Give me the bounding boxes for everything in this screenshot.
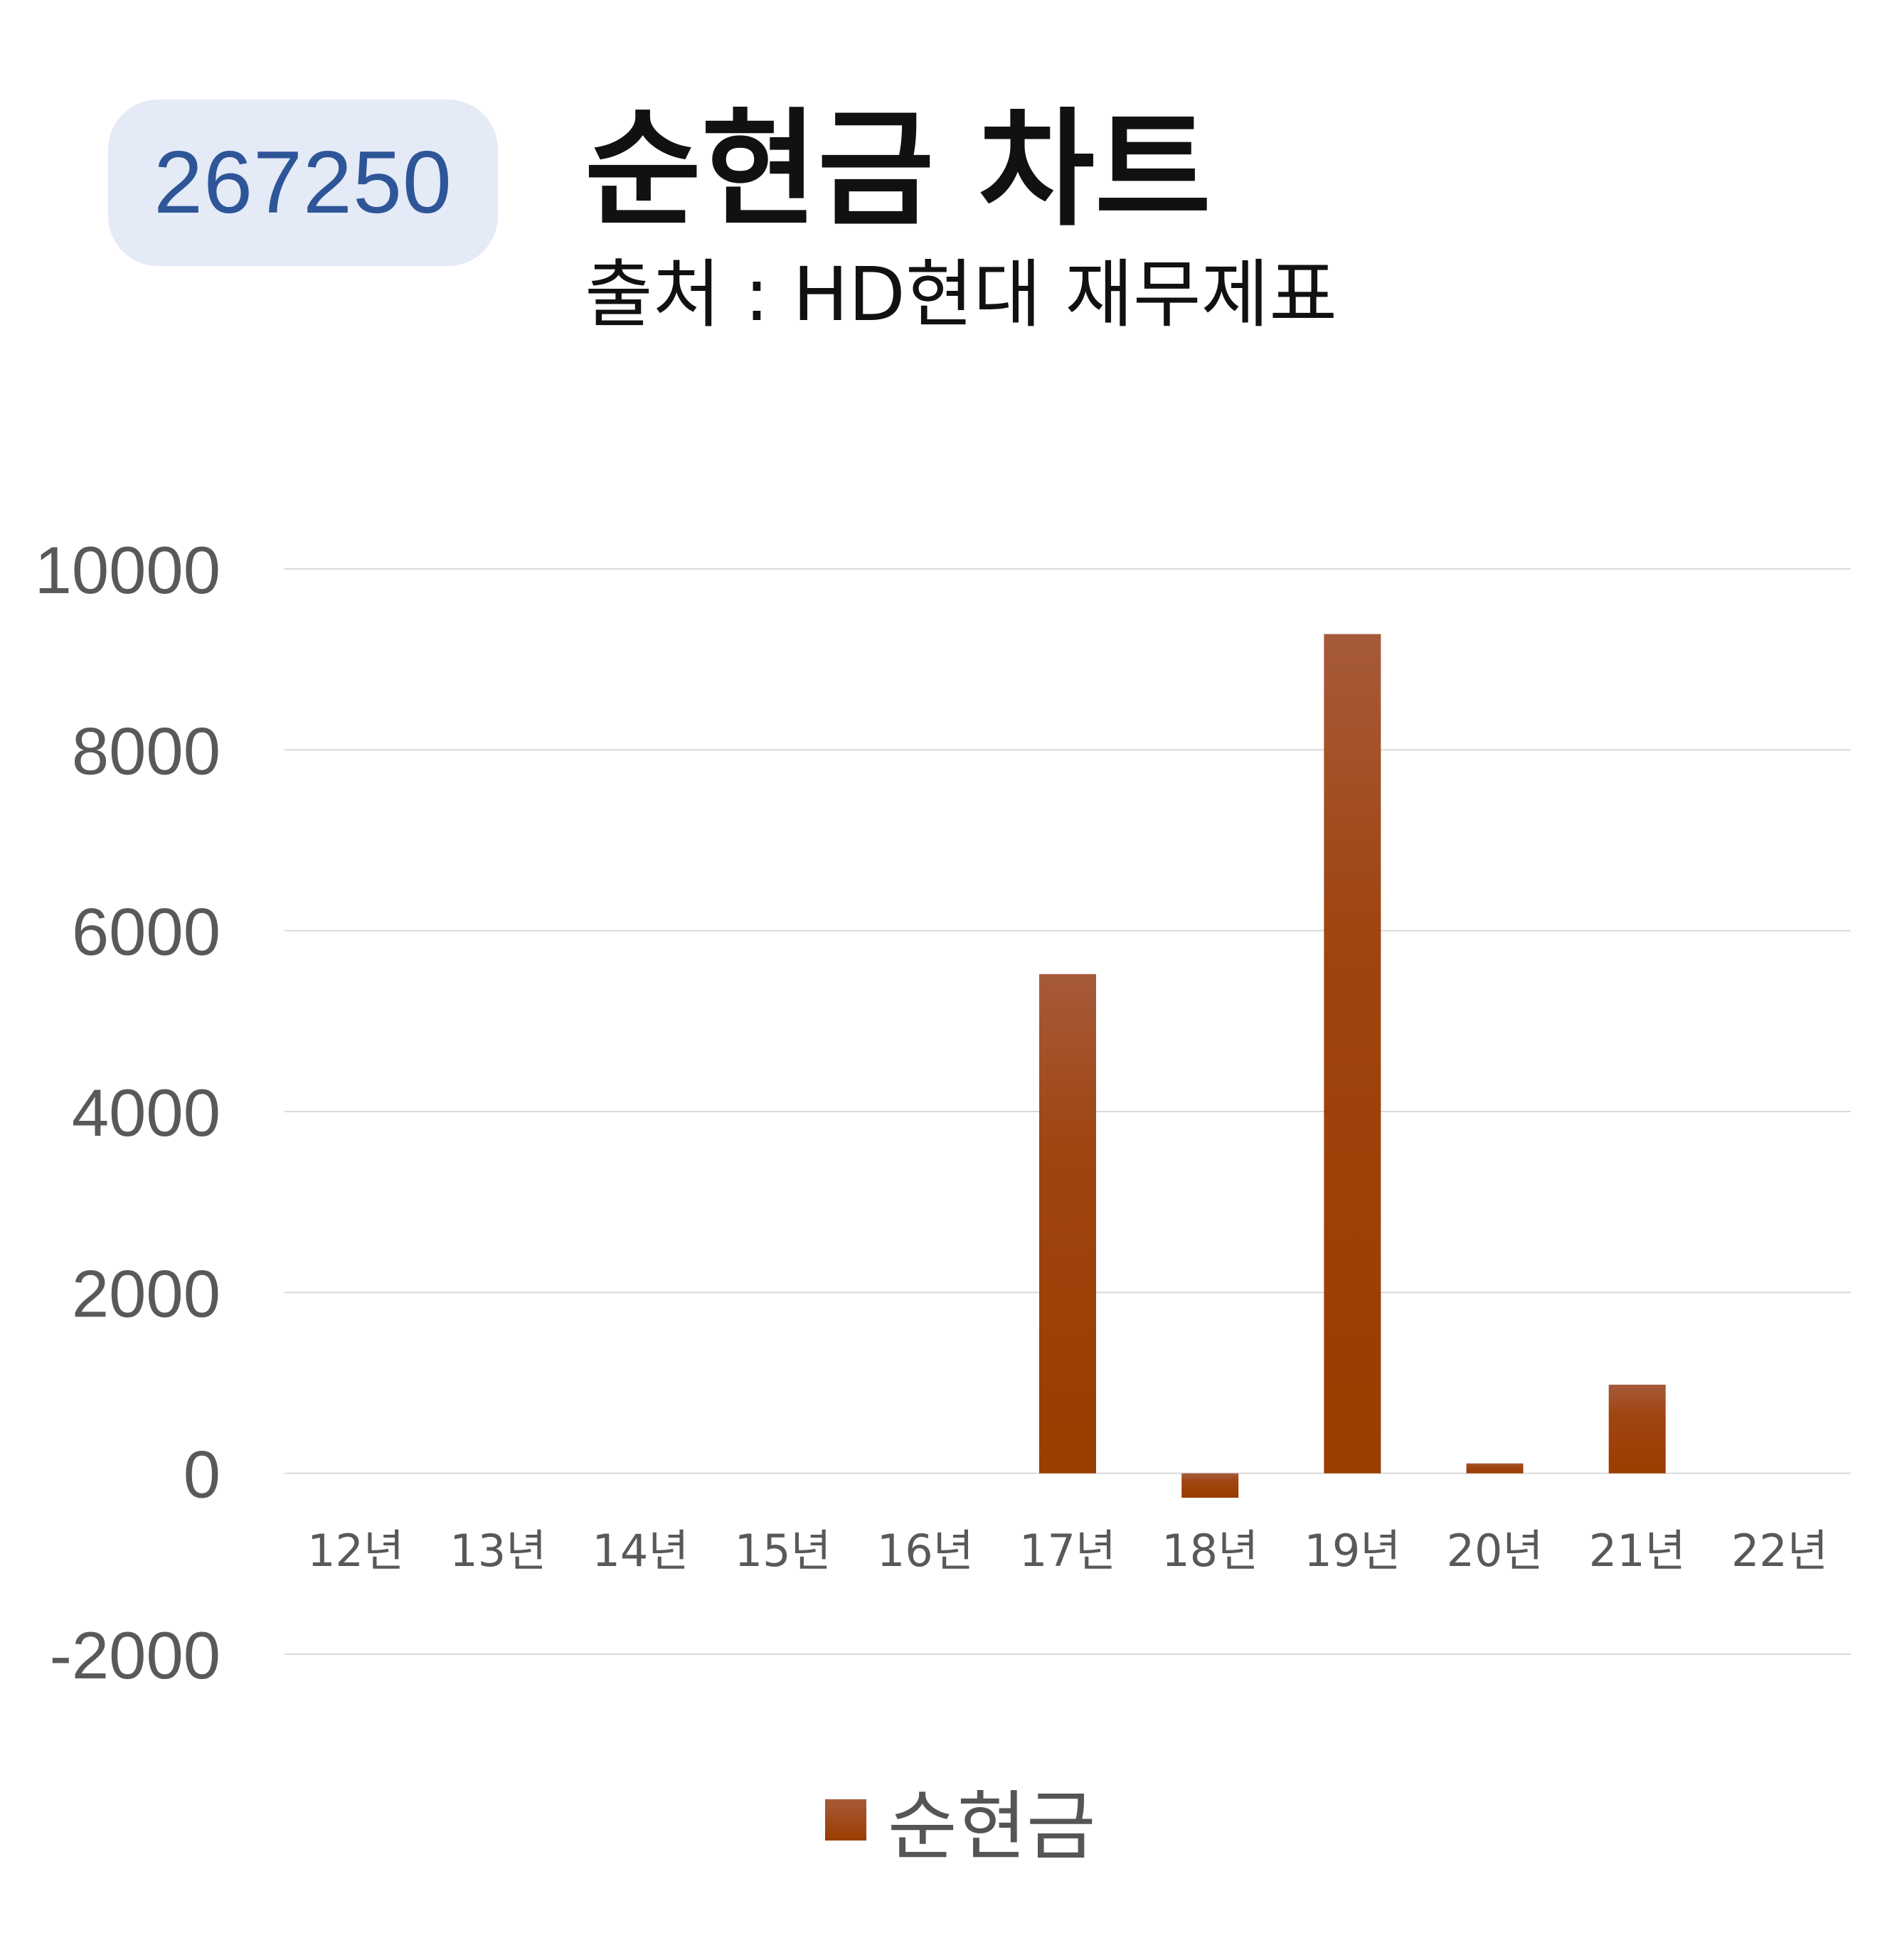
chart-subtitle: 출처 : HD현대 재무제표 [585, 251, 1337, 338]
y-tick-label: -2000 [50, 1618, 220, 1693]
x-tick-label: 19년 [1304, 1525, 1401, 1577]
legend-label: 순현금 [888, 1783, 1096, 1870]
x-tick-label: 18년 [1162, 1525, 1258, 1577]
x-tick-label: 17년 [1019, 1525, 1116, 1577]
legend: 순현금 [825, 1774, 1096, 1870]
bars [1039, 634, 1666, 1498]
y-tick-label: 2000 [72, 1256, 220, 1331]
bar-9 [1608, 1385, 1666, 1474]
x-tick-label: 20년 [1447, 1525, 1543, 1577]
bar-6 [1181, 1473, 1239, 1498]
x-tick-label: 12년 [307, 1525, 404, 1577]
stock-code: 267250 [154, 134, 452, 232]
x-tick-label: 16년 [877, 1525, 974, 1577]
chart-title: 순현금 차트 [585, 96, 1211, 243]
bar-5 [1039, 974, 1096, 1474]
x-tick-label: 14년 [592, 1525, 689, 1577]
y-tick-label: 4000 [72, 1075, 220, 1150]
bar-8 [1466, 1463, 1524, 1474]
y-tick-label: 10000 [35, 533, 220, 607]
x-tick-label: 15년 [735, 1525, 831, 1577]
x-tick-label: 13년 [450, 1525, 546, 1577]
y-axis-ticks: 10000 8000 6000 4000 2000 0 -2000 [35, 533, 220, 1693]
stock-code-badge: 267250 [108, 100, 498, 266]
y-tick-label: 0 [184, 1437, 220, 1512]
x-tick-label: 22년 [1731, 1525, 1828, 1577]
y-tick-label: 8000 [72, 713, 220, 788]
y-tick-label: 6000 [72, 895, 220, 969]
x-axis-ticks: 12년 13년 14년 15년 16년 17년 18년 19년 20년 21년 22년 [307, 1525, 1828, 1577]
legend-swatch [825, 1799, 866, 1841]
bar-7 [1324, 634, 1381, 1474]
x-tick-label: 21년 [1589, 1525, 1686, 1577]
